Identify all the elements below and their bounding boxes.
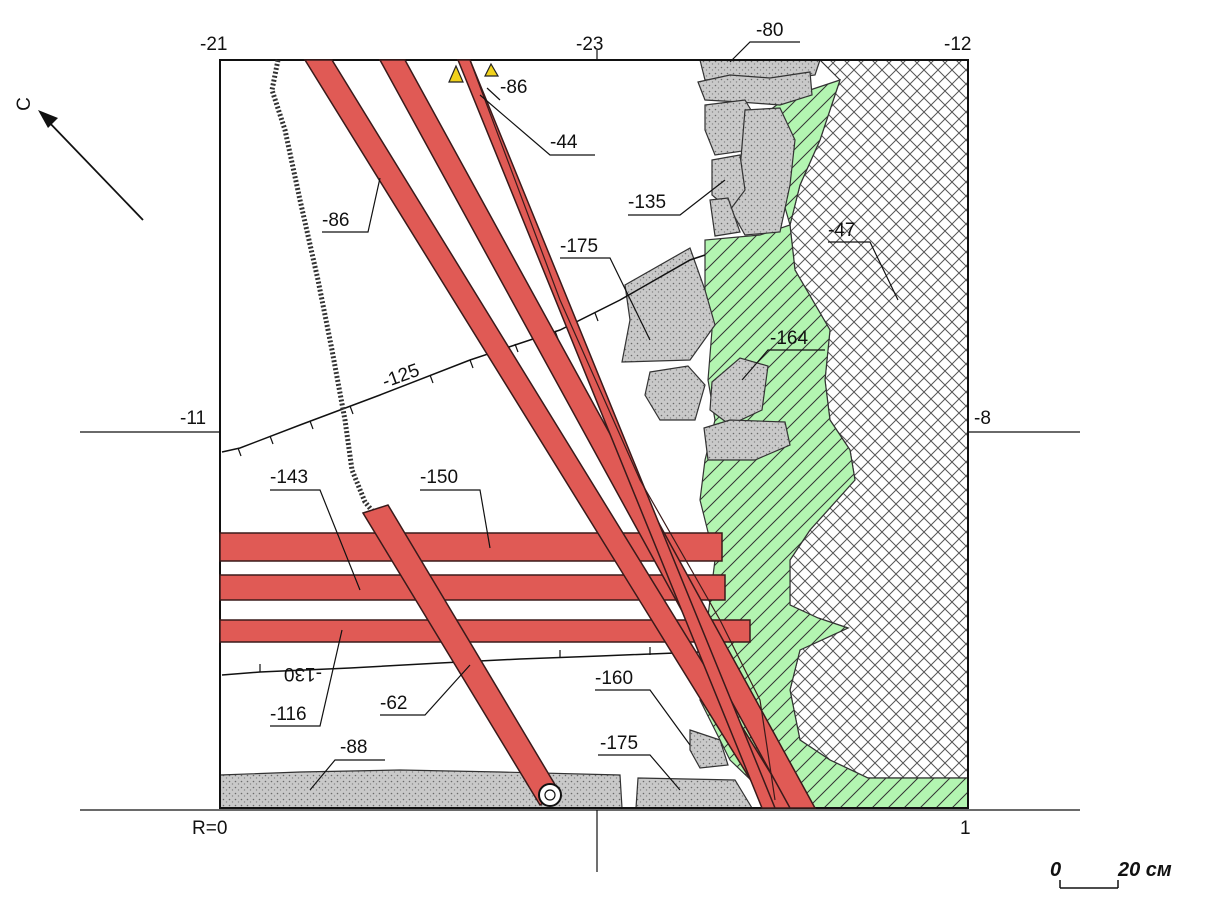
thin-rod [469, 59, 776, 801]
circle-marker-icon [538, 783, 562, 807]
north-arrow-icon: С [14, 97, 144, 221]
depth-label-47: -47 [828, 220, 855, 241]
stone-blocks [219, 59, 821, 809]
depth-label-160: -160 [595, 668, 633, 689]
depth-label-150: -150 [420, 467, 458, 488]
depth-label-86: -86 [322, 210, 349, 231]
depth-label-125: -125 [380, 360, 423, 393]
edge-label-right-mid: -8 [974, 408, 991, 429]
edge-label-top-left: -21 [200, 34, 227, 55]
depth-label-44: -44 [550, 132, 578, 153]
edge-label-top-mid: -23 [576, 34, 603, 55]
depth-label-135: -135 [628, 192, 666, 213]
edge-label-bottom-right: 1 [960, 818, 971, 839]
scale-end: 20 см [1117, 859, 1172, 881]
north-label: С [14, 97, 35, 111]
depth-label-130: -130 [284, 663, 322, 684]
depth-label-86-top: -86 [500, 77, 527, 98]
depth-label-80: -80 [756, 20, 783, 41]
edge-label-bottom-left: R=0 [192, 818, 227, 839]
depth-label-175-bottom: -175 [600, 733, 638, 754]
survey-frame [219, 59, 969, 809]
axis-lines [80, 50, 1080, 872]
depth-label-143: -143 [270, 467, 308, 488]
warning-triangle-icon [448, 62, 500, 83]
edge-label-left-mid: -11 [180, 408, 206, 429]
scale-bar: 0 20 см [1050, 859, 1172, 889]
label-leaders [270, 41, 899, 791]
scale-start: 0 [1050, 859, 1061, 881]
depth-label-164: -164 [770, 328, 808, 349]
hatched-cable [269, 59, 380, 520]
depth-label-116: -116 [270, 704, 307, 725]
depth-label-175-top: -175 [560, 236, 598, 257]
contour-line-125 [221, 254, 706, 457]
red-diagonal-beams [303, 59, 817, 809]
edge-label-top-right: -12 [944, 34, 971, 55]
depth-label-62: -62 [380, 693, 407, 714]
depth-label-88: -88 [340, 737, 367, 758]
